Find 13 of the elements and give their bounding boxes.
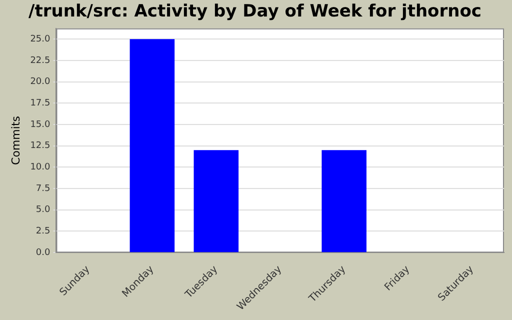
y-tick-label: 7.5 <box>36 184 50 194</box>
y-tick-label: 25.0 <box>30 34 51 44</box>
y-tick-label: 15.0 <box>30 120 51 130</box>
y-tick-label: 17.5 <box>30 98 50 108</box>
y-tick-label: 2.5 <box>36 226 50 237</box>
chart-title: /trunk/src: Activity by Day of Week for jthornoc <box>28 2 482 22</box>
y-tick-label: 20.0 <box>30 77 51 88</box>
y-tick-label: 22.5 <box>30 56 50 66</box>
y-tick-label: 5.0 <box>36 205 50 216</box>
y-tick-label: 0.0 <box>36 248 50 258</box>
y-tick-label: 12.5 <box>30 141 50 152</box>
y-axis-title: Commits <box>9 116 22 165</box>
y-tick-label: 10.0 <box>30 162 51 173</box>
